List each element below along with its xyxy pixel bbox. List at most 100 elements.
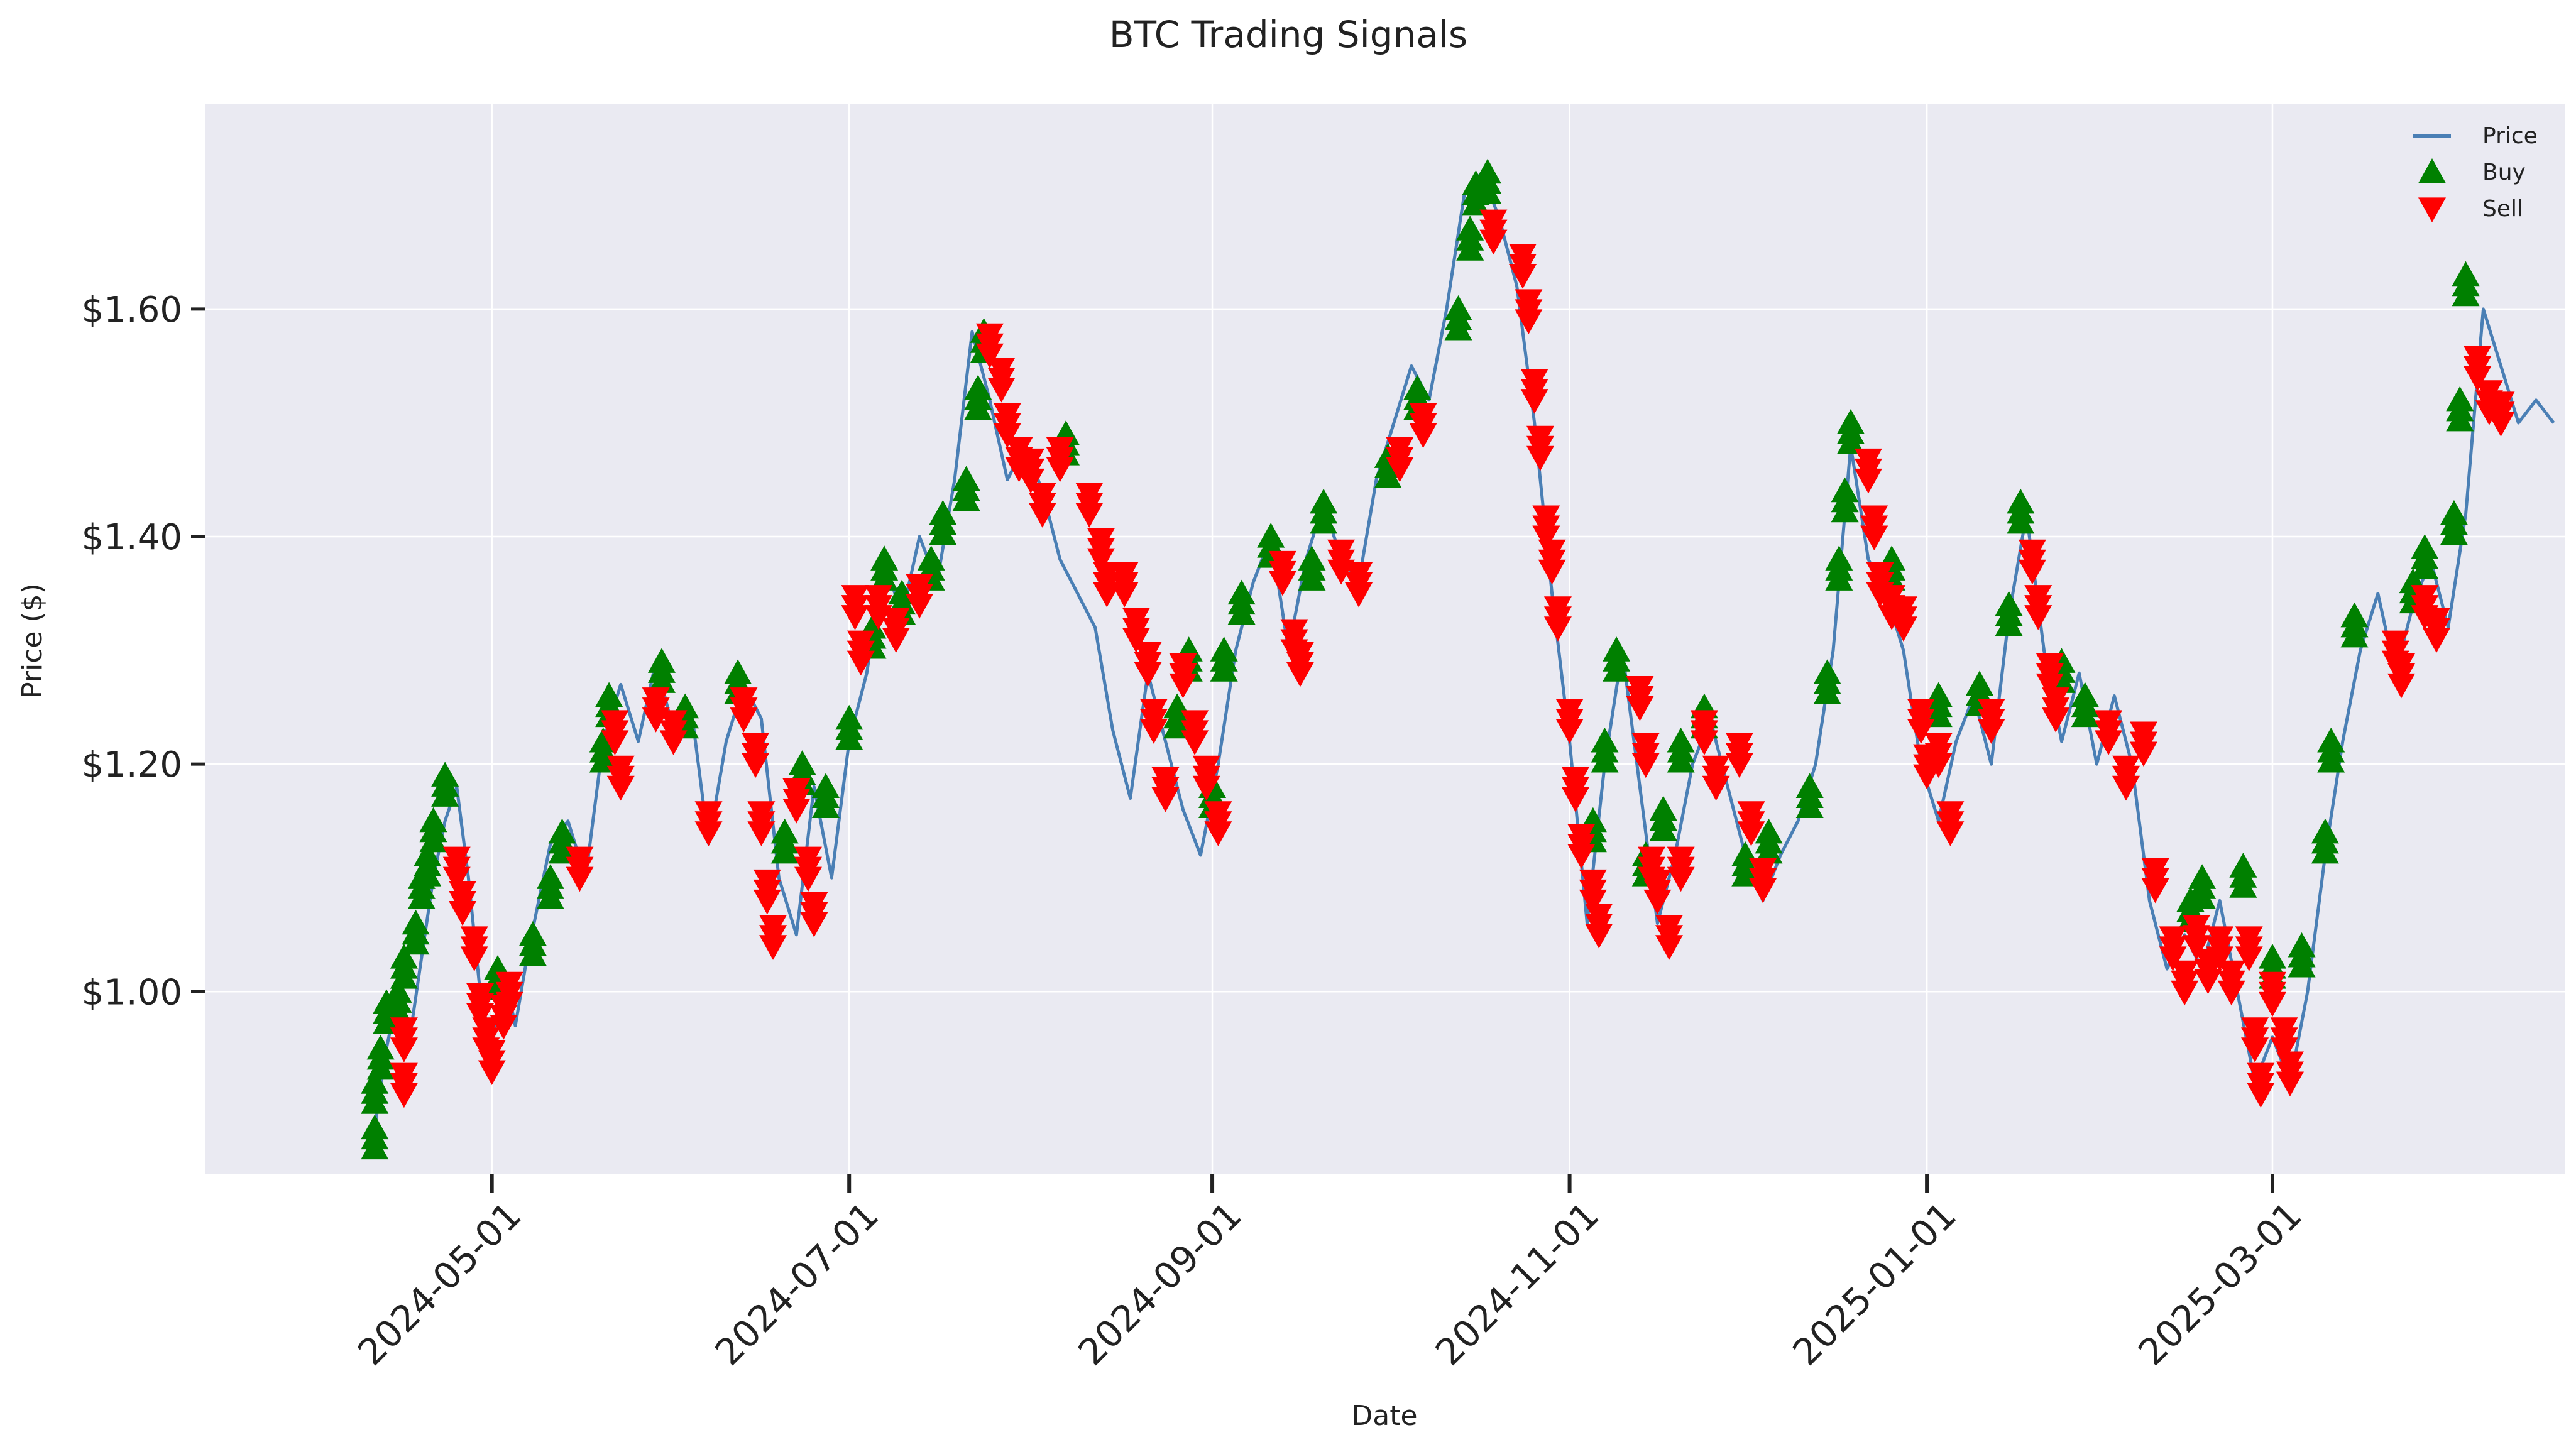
sell-marker xyxy=(1139,699,1168,724)
sell-marker xyxy=(1907,699,1935,724)
sell-marker xyxy=(1280,619,1308,645)
y-tick-label: $1.00 xyxy=(82,972,182,1013)
sell-marker xyxy=(2182,915,2210,940)
plot-area xyxy=(205,104,2565,1174)
sell-marker xyxy=(1386,437,1414,462)
buy-marker xyxy=(361,1134,389,1160)
buy-marker xyxy=(870,565,899,591)
sell-marker xyxy=(2141,858,2169,883)
sell-marker xyxy=(466,983,495,1008)
buy-marker xyxy=(390,963,418,989)
buy-marker xyxy=(1456,236,1484,261)
sell-marker xyxy=(2112,755,2140,781)
buy-marker xyxy=(1474,178,1502,204)
sell-marker xyxy=(1924,733,1953,758)
buy-marker xyxy=(2452,281,2480,307)
sell-marker xyxy=(601,710,629,735)
buy-marker xyxy=(2440,520,2468,545)
buy-marker xyxy=(2411,554,2439,579)
sell-marker xyxy=(390,1017,418,1042)
buy-marker xyxy=(431,782,459,807)
sell-marker xyxy=(495,971,523,997)
sell-marker xyxy=(1515,289,1543,315)
sell-marker xyxy=(2464,346,2492,371)
sell-marker xyxy=(2129,721,2157,747)
sell-marker xyxy=(1579,869,1607,895)
buy-marker xyxy=(407,884,436,909)
sell-marker xyxy=(2206,926,2234,951)
buy-marker xyxy=(2317,747,2345,773)
sell-marker xyxy=(1936,801,1965,826)
buy-marker xyxy=(536,884,564,909)
sell-marker xyxy=(1151,767,1180,792)
buy-marker xyxy=(414,861,442,887)
sell-marker xyxy=(1110,562,1139,587)
chart-title: BTC Trading Signals xyxy=(1109,13,1467,56)
buy-marker xyxy=(2188,884,2217,909)
sell-marker xyxy=(1655,915,1684,940)
sell-marker xyxy=(1122,608,1150,633)
buy-marker xyxy=(402,929,430,955)
x-axis-label: Date xyxy=(1351,1400,1417,1432)
y-axis: $1.00 $1.20 $1.40 $1.60 xyxy=(82,290,205,1013)
buy-marker xyxy=(929,520,957,545)
sell-marker xyxy=(2024,585,2053,610)
sell-marker xyxy=(472,1017,500,1042)
sell-marker xyxy=(1854,448,1882,474)
x-tick-label: 2025-03-01 xyxy=(2130,1194,2310,1373)
sell-marker xyxy=(1075,483,1104,508)
sell-marker xyxy=(1017,448,1045,474)
sell-marker xyxy=(442,846,471,872)
buy-marker xyxy=(1831,497,1859,523)
buy-marker xyxy=(1755,838,1783,864)
sell-marker xyxy=(1643,869,1672,895)
sell-marker xyxy=(1749,858,1777,883)
sell-marker xyxy=(1543,596,1572,621)
sell-marker xyxy=(2018,539,2046,565)
buy-marker xyxy=(1995,611,2023,636)
sell-marker xyxy=(1977,699,2005,724)
sell-marker xyxy=(1046,437,1074,462)
x-tick-label: 2024-05-01 xyxy=(349,1194,529,1373)
sell-marker xyxy=(975,323,1004,349)
sell-marker xyxy=(1538,539,1566,565)
buy-marker xyxy=(1825,565,1853,591)
buy-marker xyxy=(1813,679,1841,704)
buy-marker xyxy=(2007,508,2035,534)
legend: Price Buy Sell xyxy=(2413,123,2538,222)
legend-sell-swatch xyxy=(2418,197,2446,222)
sell-markers xyxy=(390,209,2515,1108)
sell-marker xyxy=(1479,209,1508,235)
buy-marker xyxy=(1210,657,1238,682)
sell-marker xyxy=(2036,653,2064,679)
buy-marker xyxy=(2446,406,2474,432)
buy-marker xyxy=(647,668,676,693)
sell-marker xyxy=(2042,687,2070,713)
sell-marker xyxy=(1268,550,1296,576)
sell-marker xyxy=(1889,596,1917,621)
sell-marker xyxy=(1702,755,1730,781)
sell-marker xyxy=(1181,710,1209,735)
sell-marker xyxy=(1087,528,1115,554)
sell-marker xyxy=(759,915,787,940)
sell-marker xyxy=(1561,767,1589,792)
y-axis-label: Price ($) xyxy=(16,583,48,699)
sell-marker xyxy=(2276,1051,2304,1077)
sell-marker xyxy=(1626,676,1654,701)
sell-marker xyxy=(2411,585,2439,610)
x-tick-label: 2025-01-01 xyxy=(1785,1194,1965,1373)
sell-marker xyxy=(882,608,910,633)
sell-marker xyxy=(566,846,594,872)
buy-marker xyxy=(1591,747,1619,773)
sell-marker xyxy=(730,687,758,713)
sell-marker xyxy=(2241,1017,2269,1042)
sell-marker xyxy=(987,358,1016,383)
sell-marker xyxy=(478,1040,506,1066)
sell-marker xyxy=(449,880,477,906)
y-tick-label: $1.60 xyxy=(82,290,182,330)
sell-marker xyxy=(782,778,811,804)
sell-marker xyxy=(2235,926,2263,951)
sell-marker xyxy=(1667,846,1695,872)
x-axis: 2024-05-01 2024-07-01 2024-09-01 2024-11-01… xyxy=(349,1174,2310,1373)
